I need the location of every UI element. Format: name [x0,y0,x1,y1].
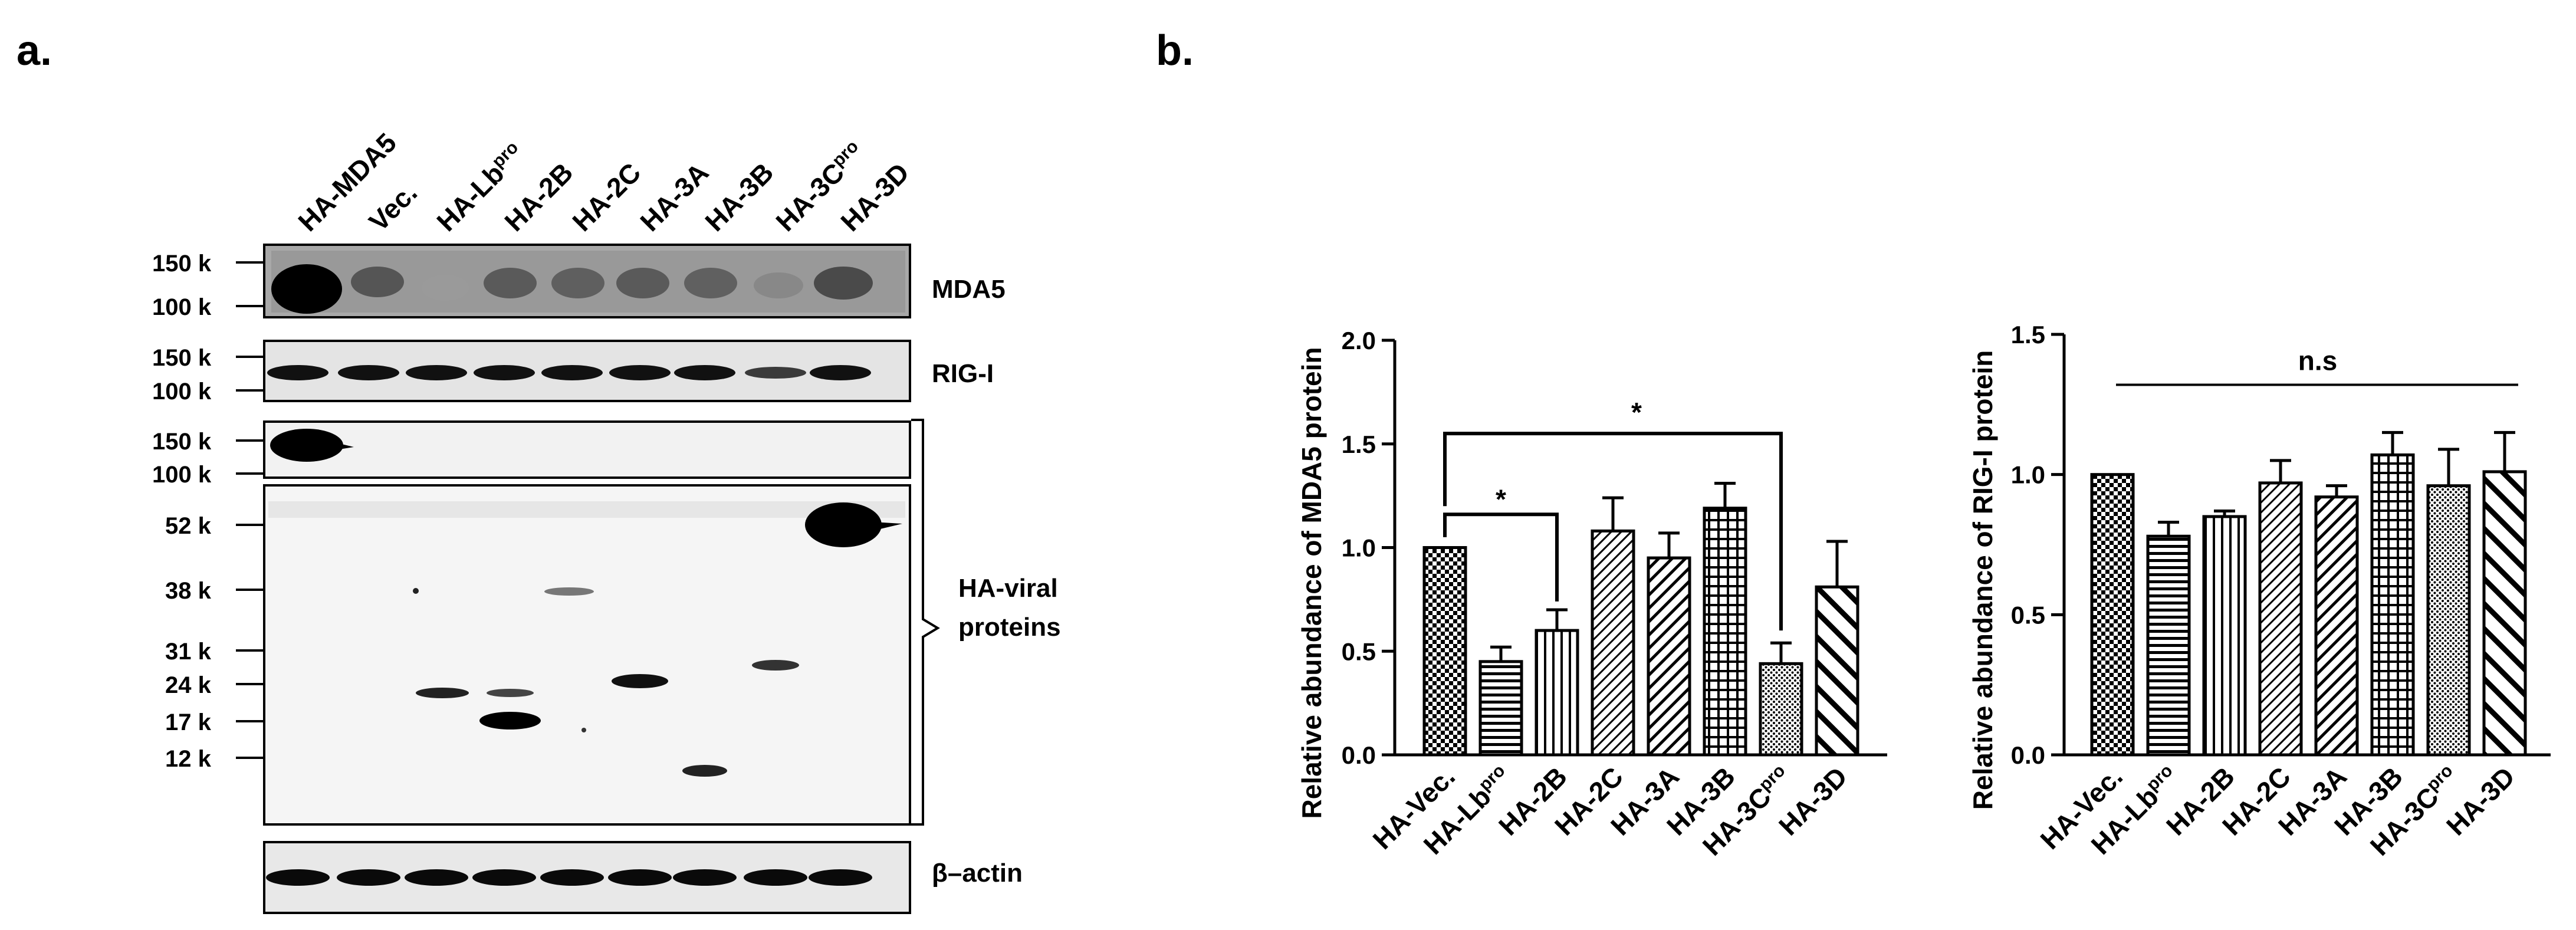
bar [1478,660,1523,757]
chart-rigi: 0.0 0.5 1.0 1.5 Relative abundance of RIG-I … [1967,321,2551,862]
bar [1703,507,1747,757]
bar [1759,662,1803,757]
blot-mda5 [263,244,911,318]
actin-band [472,869,536,886]
rigi-band [810,365,871,380]
lane-label: HA-3D [834,157,915,237]
bar [2258,481,2303,757]
y-axis-title: Relative abundance of RIG-I protein [1967,350,1998,810]
sig-star-2: * [1631,397,1642,428]
ns-label: n.s [2298,346,2337,376]
rigi-band [674,365,735,380]
bar [2314,495,2359,757]
lane-label-text: HA-3D [834,157,915,237]
y-tick-label: 2.0 [1342,327,1376,354]
actin-band [608,869,672,886]
mw-label: 12 k [165,746,212,772]
rigi-band [609,365,671,380]
rigi-band [745,367,806,379]
mw-label: 17 k [165,709,212,735]
actin-band [673,869,737,886]
mw-label: 52 k [165,513,212,539]
ha-bracket [911,419,940,826]
y-axis-title: Relative abundance of MDA5 protein [1296,347,1327,819]
bar [1422,546,1467,757]
mw-label: 100 k [152,462,212,488]
bar [1815,585,1859,757]
lane-label: Vec. [363,177,423,237]
actin-band [405,869,468,886]
ha-top-markers: 150 k 100 k [152,429,264,488]
y-tick-label: 1.5 [1342,431,1376,458]
lane-label-text: HA-3A [634,157,714,237]
lane-label: HA-3B [699,157,779,237]
lane-label: HA-2B [498,157,579,237]
sig-bracket-2 [1443,432,1783,631]
bar [1535,629,1579,757]
rigi-band [474,365,535,380]
blot-name-rigi: RIG-I [932,359,994,388]
lane-label-text: HA-Lb [431,158,510,237]
rigi-band [267,365,328,380]
lane-label-text: HA-2C [566,157,646,237]
chart-mda5: 0.0 0.5 1.0 1.5 2.0 Relative abundance of MDA… [1296,327,1887,862]
panel-a-label: a. [17,27,52,74]
bar [2482,470,2527,757]
actin-band [337,869,400,886]
mda5-markers: 150 k 100 k [152,251,264,320]
mw-label: 38 k [165,578,212,604]
sig-star-1: * [1496,484,1506,514]
rigi-band [541,365,603,380]
lane-label-text: HA-3B [699,157,779,237]
blot-rigi [263,340,911,402]
y-tick-label: 1.5 [2011,321,2045,349]
lane-label-text: HA-2B [498,157,579,237]
blot-name-ha-line1: HA-viral [958,574,1058,603]
lane-label: HA-2C [566,157,646,237]
blot-ha-top [263,420,911,479]
y-tick-label: 0.5 [1342,637,1376,665]
mw-label: 31 k [165,639,212,665]
bar [2370,453,2415,757]
y-tick-label: 0.0 [2011,741,2045,769]
actin-band [266,869,330,886]
sig-bracket-1 [1443,512,1559,602]
blot-name-actin: β–actin [932,859,1023,888]
panel-b-label: b. [1156,27,1194,74]
mw-label: 100 k [152,379,212,405]
lane-label: HA-3A [634,157,714,237]
bar [1647,556,1691,757]
actin-band [540,869,604,886]
actin-band [744,869,807,886]
blot-name-mda5: MDA5 [932,275,1006,304]
ha-main-markers: 52 k 38 k 31 k 24 k 17 k 12 k [165,513,264,772]
y-tick-label: 1.0 [2011,461,2045,489]
bar [2146,534,2191,757]
rigi-band [338,365,399,380]
bar [2090,473,2135,757]
mw-label: 150 k [152,251,212,277]
y-tick-label: 0.5 [2011,601,2045,629]
y-tick-label: 0.0 [1342,741,1376,769]
lane-label-text: HA-3C [770,157,850,237]
bar [2426,484,2471,757]
y-tick-label: 1.0 [1342,534,1376,562]
actin-band [809,869,872,886]
mw-label: 150 k [152,429,212,455]
rigi-markers: 150 k 100 k [152,345,264,405]
blot-name-ha-line2: proteins [958,613,1061,642]
bar [1591,529,1635,757]
blot-actin [263,841,911,914]
bar [2202,515,2247,757]
mw-label: 150 k [152,345,212,371]
mw-label: 24 k [165,672,212,698]
rigi-band [406,365,467,380]
mw-label: 100 k [152,294,212,320]
lane-label-text: Vec. [363,177,423,237]
blot-ha-main [263,484,911,826]
